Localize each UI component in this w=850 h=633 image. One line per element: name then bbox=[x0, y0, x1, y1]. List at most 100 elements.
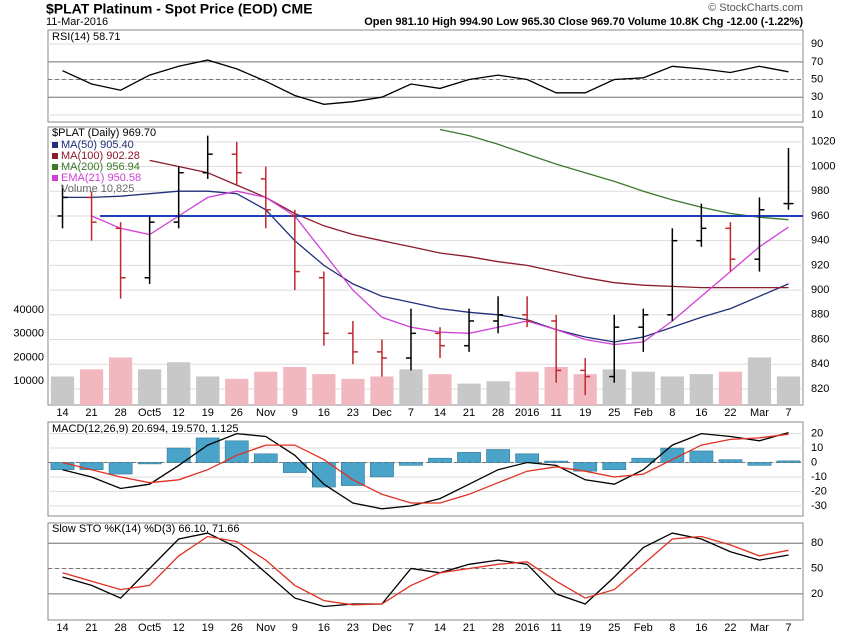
x-tick-label: 2016 bbox=[515, 622, 539, 633]
volume-bar bbox=[428, 374, 452, 405]
y-tick-label: 900 bbox=[811, 284, 829, 296]
y-tick-label: 960 bbox=[811, 210, 829, 222]
y-tick-label: 20 bbox=[811, 588, 823, 600]
volume-bar bbox=[631, 371, 655, 405]
x-tick-label: 25 bbox=[608, 407, 620, 419]
x-tick-label: 28 bbox=[492, 407, 504, 419]
volume-bar bbox=[602, 369, 626, 405]
volume-bar bbox=[138, 369, 162, 405]
x-tick-label: 2016 bbox=[515, 407, 539, 419]
histogram-bar bbox=[486, 449, 510, 463]
x-tick-label: 19 bbox=[202, 407, 214, 419]
macd-panel bbox=[47, 421, 804, 517]
volume-bar bbox=[196, 376, 220, 405]
x-tick-label: Mar bbox=[750, 622, 769, 633]
y-tick-label: 20 bbox=[811, 427, 823, 439]
sto-panel bbox=[47, 522, 804, 621]
volume-bar bbox=[341, 378, 365, 405]
y-tick-label: 820 bbox=[811, 383, 829, 395]
x-tick-label: 28 bbox=[492, 622, 504, 633]
histogram-bar bbox=[312, 462, 336, 488]
histogram-bar bbox=[457, 452, 481, 463]
histogram-bar bbox=[689, 450, 714, 463]
volume-bar bbox=[225, 378, 249, 405]
volume-bar bbox=[776, 376, 801, 405]
x-tick-label: 21 bbox=[85, 407, 97, 419]
x-tick-label: 19 bbox=[579, 622, 591, 633]
y-tick-label: -30 bbox=[811, 500, 827, 512]
x-tick-label: 22 bbox=[724, 622, 736, 633]
y-tick-label: 70 bbox=[811, 56, 823, 68]
x-tick-label: Oct5 bbox=[138, 622, 161, 633]
x-tick-label: 7 bbox=[408, 622, 414, 633]
histogram-bar bbox=[515, 453, 539, 463]
series-line bbox=[62, 535, 789, 606]
x-tick-label: 28 bbox=[114, 407, 126, 419]
x-tick-label: 26 bbox=[231, 407, 243, 419]
x-tick-label: 16 bbox=[318, 622, 330, 633]
histogram-bar bbox=[399, 462, 423, 466]
legend-label: MA(50) 905.40 bbox=[61, 139, 134, 151]
volume-bar bbox=[718, 371, 743, 405]
y-tick-label: 860 bbox=[811, 333, 829, 345]
series-line bbox=[439, 128, 789, 221]
histogram-bar bbox=[166, 447, 191, 463]
histogram-bar bbox=[776, 460, 801, 463]
x-tick-label: 12 bbox=[173, 407, 185, 419]
x-tick-label: 7 bbox=[408, 407, 414, 419]
volume-bar bbox=[544, 366, 568, 405]
x-tick-label: 7 bbox=[785, 622, 791, 633]
histogram-bar bbox=[370, 462, 394, 478]
x-tick-label: 9 bbox=[292, 407, 298, 419]
legend-swatch bbox=[52, 164, 58, 170]
x-tick-label: Dec bbox=[372, 622, 392, 633]
y-tick-label: 1020 bbox=[811, 136, 835, 148]
x-tick-label: 11 bbox=[550, 622, 561, 633]
y-tick-label: -10 bbox=[811, 471, 827, 483]
y-tick-label: 30 bbox=[811, 91, 823, 103]
x-tick-label: 23 bbox=[347, 622, 359, 633]
y-tick-label: 940 bbox=[811, 235, 829, 247]
y-tick-label: 0 bbox=[811, 456, 817, 468]
legend-swatch bbox=[52, 153, 58, 159]
volume-bar bbox=[747, 357, 772, 405]
volume-bar bbox=[312, 374, 336, 405]
x-tick-label: 26 bbox=[231, 622, 243, 633]
y-tick-label: 10 bbox=[811, 442, 823, 454]
histogram-bar bbox=[253, 453, 278, 463]
x-tick-label: Nov bbox=[256, 622, 276, 633]
quote: Open 981.10 High 994.90 Low 965.30 Close… bbox=[364, 16, 803, 28]
volume-bar bbox=[660, 376, 684, 405]
x-tick-label: 12 bbox=[173, 622, 185, 633]
x-tick-label: 22 bbox=[724, 407, 736, 419]
y-tick-label: 80 bbox=[811, 537, 823, 549]
rsi-title: RSI(14) 58.71 bbox=[52, 31, 120, 43]
volume-bar bbox=[689, 374, 713, 405]
histogram-bar bbox=[341, 462, 365, 486]
y-tick-label: 50 bbox=[811, 73, 823, 85]
series-line bbox=[62, 532, 789, 608]
x-tick-label: Mar bbox=[750, 407, 769, 419]
y-tick-label: 50 bbox=[811, 562, 823, 574]
x-tick-label: 21 bbox=[85, 622, 97, 633]
volume-bar bbox=[370, 376, 394, 405]
x-tick-label: Dec bbox=[372, 407, 392, 419]
sto-title: Slow STO %K(14) %D(3) 66.10, 71.66 bbox=[52, 523, 240, 535]
rsi-panel bbox=[47, 29, 804, 123]
x-tick-label: 8 bbox=[669, 407, 675, 419]
credit: © StockCharts.com bbox=[708, 2, 803, 14]
histogram-bar bbox=[631, 457, 656, 463]
histogram-bar bbox=[137, 462, 162, 465]
symbol: $PLAT Platinum - Spot Price (EOD) CME bbox=[46, 1, 313, 17]
volume-bar bbox=[108, 357, 133, 405]
volume-bar bbox=[399, 369, 423, 405]
x-tick-label: Feb bbox=[634, 407, 653, 419]
y-tick-label: -20 bbox=[811, 485, 827, 497]
macd-title: MACD(12,26,9) 20.694, 19.570, 1.125 bbox=[52, 423, 239, 435]
y-tick-label: 10 bbox=[811, 109, 823, 121]
x-tick-label: 21 bbox=[463, 407, 475, 419]
legend-label: Volume 10,825 bbox=[61, 183, 134, 195]
x-tick-label: 9 bbox=[292, 622, 298, 633]
x-tick-label: 14 bbox=[434, 407, 446, 419]
